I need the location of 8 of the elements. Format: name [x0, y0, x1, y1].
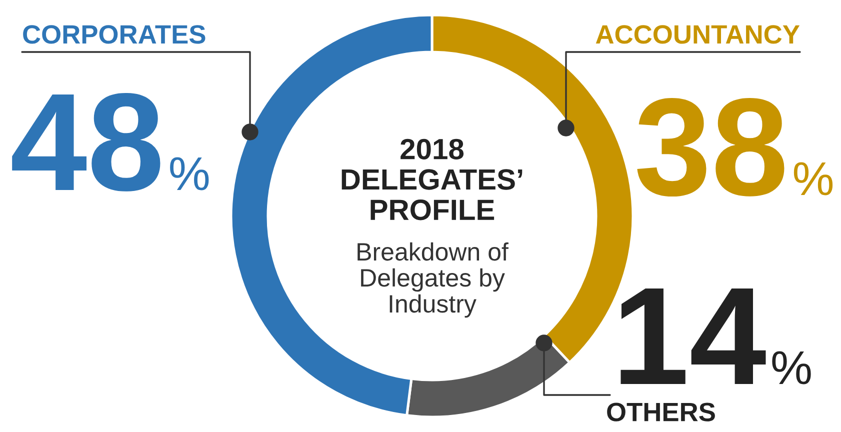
- slice-label: OTHERS: [607, 402, 715, 422]
- data-label: 48%: [12, 93, 209, 192]
- data-label: 38%: [637, 98, 833, 197]
- slice-label: ACCOUNTANCY: [596, 25, 800, 44]
- slice-label: CORPORATES: [23, 25, 206, 44]
- text: Breakdown of Delegates by Industry: [358, 242, 508, 318]
- text: 2018 DELEGATES’ PROFILE: [342, 138, 522, 220]
- data-label: 14%: [620, 288, 811, 384]
